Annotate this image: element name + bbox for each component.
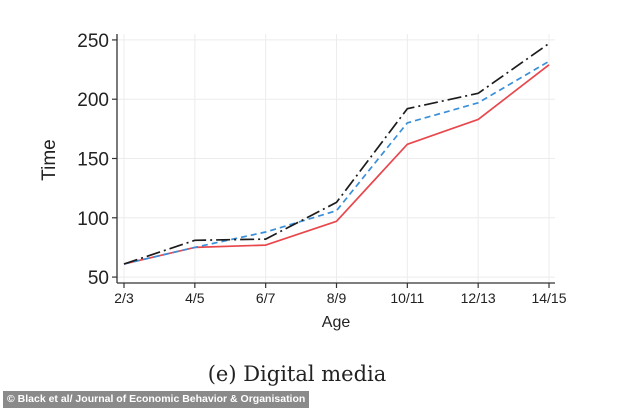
y-ticks: 50 100 150 200 250 (77, 31, 117, 289)
image-credit: © Black et al/ Journal of Economic Behav… (3, 391, 310, 408)
y-tick-label: 100 (77, 209, 109, 230)
y-tick-label: 200 (77, 90, 109, 111)
series-line-3 (123, 42, 550, 265)
x-tick-label: 14/15 (531, 290, 566, 306)
x-tick-label: 10/11 (390, 290, 424, 306)
y-tick-label: 250 (77, 31, 109, 52)
x-axis-title: Age (322, 314, 351, 331)
x-tick-label: 6/7 (256, 290, 276, 306)
x-tick-label: 4/5 (185, 290, 205, 306)
figure-caption: (e) Digital media (207, 362, 387, 386)
series-lines (123, 42, 550, 265)
x-tick-label: 2/3 (114, 290, 134, 306)
series-line-2 (123, 60, 550, 265)
x-tick-label: 8/9 (327, 290, 347, 306)
y-tick-label: 50 (88, 268, 109, 289)
x-tick-label: 12/13 (461, 290, 496, 306)
x-ticks: 2/3 4/5 6/7 8/9 10/11 12/13 14/15 (114, 283, 567, 306)
gridlines (117, 34, 555, 283)
y-axis-title: Time (39, 139, 60, 181)
y-tick-label: 150 (77, 150, 109, 171)
